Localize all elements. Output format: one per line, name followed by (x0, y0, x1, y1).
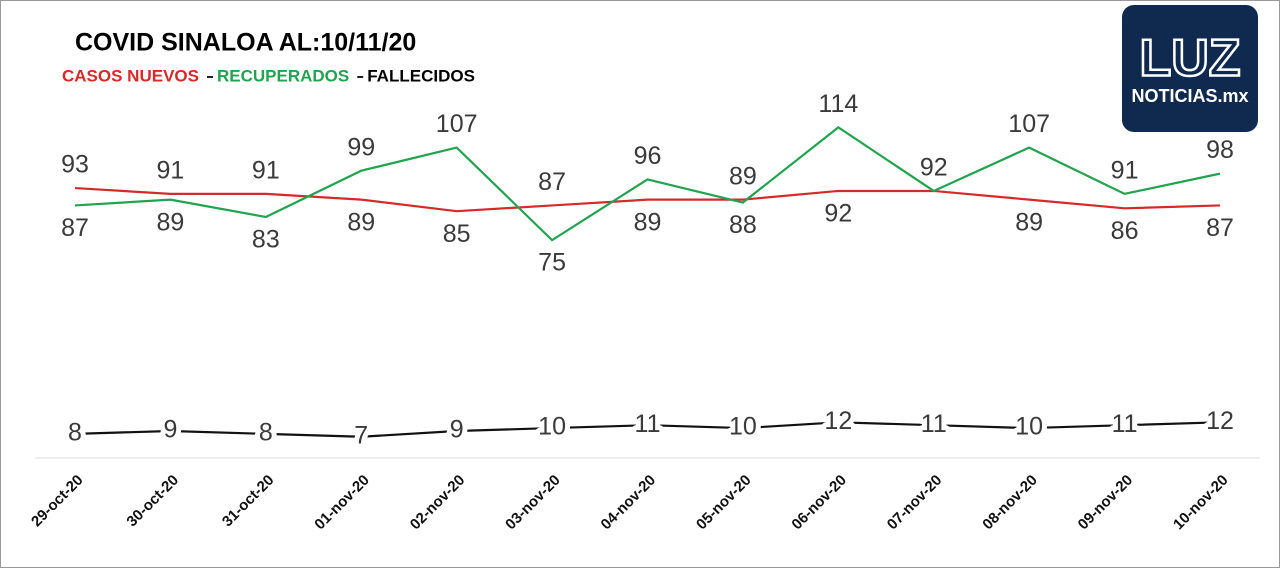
data-label: 8 (68, 418, 82, 446)
data-label: 92 (824, 200, 852, 228)
data-label: 9 (450, 416, 464, 444)
data-label: 7 (354, 421, 368, 449)
data-label: 87 (1206, 214, 1234, 242)
data-label: 11 (1112, 410, 1138, 438)
data-label: 89 (157, 208, 185, 236)
legend-entry: FALLECIDOS (367, 66, 475, 85)
logo: LUZ (1139, 30, 1240, 88)
data-label: 11 (921, 410, 947, 438)
data-label: 75 (538, 249, 566, 277)
legend-entry: CASOS NUEVOS (62, 66, 199, 85)
data-label: 91 (1111, 156, 1139, 184)
data-label: 92 (920, 154, 948, 182)
data-label: 12 (824, 407, 852, 435)
data-label: 88 (729, 211, 757, 239)
legend-entry: RECUPERADOS (217, 66, 349, 85)
data-label: 12 (1206, 407, 1234, 435)
logo-subtitle: NOTICIAS.mx (1131, 86, 1248, 106)
data-label: 9 (163, 416, 177, 444)
data-label: 99 (347, 133, 375, 161)
data-label: 85 (443, 220, 471, 248)
data-label: 96 (634, 142, 662, 170)
data-label: 10 (729, 413, 757, 441)
data-label: 11 (635, 410, 661, 438)
logo-box (1122, 5, 1258, 132)
data-label: 98 (1206, 136, 1234, 164)
chart-title: COVID SINALOA AL:10/11/20 (75, 29, 416, 57)
legend: CASOS NUEVOS RECUPERADOS FALLECIDOS (62, 66, 475, 85)
data-label: 91 (157, 156, 185, 184)
data-label: 83 (252, 226, 280, 254)
data-label: 89 (634, 208, 662, 236)
line-series (74, 125, 1221, 242)
data-label: 89 (1015, 208, 1043, 236)
data-label: 10 (538, 413, 566, 441)
data-label: 89 (347, 208, 375, 236)
data-label: 93 (61, 151, 89, 179)
line-series (74, 186, 1221, 213)
data-label: 86 (1111, 217, 1139, 245)
data-label: 107 (1008, 110, 1050, 138)
data-label: 87 (538, 168, 566, 196)
data-label: 91 (252, 156, 280, 184)
data-label: 92 (920, 154, 948, 182)
data-label: 10 (1015, 413, 1043, 441)
data-label: 89 (729, 162, 757, 190)
data-label: 8 (259, 418, 273, 446)
data-label: 87 (61, 214, 89, 242)
line-series (74, 421, 1221, 438)
data-label: 107 (436, 110, 478, 138)
data-label: 114 (818, 90, 858, 118)
